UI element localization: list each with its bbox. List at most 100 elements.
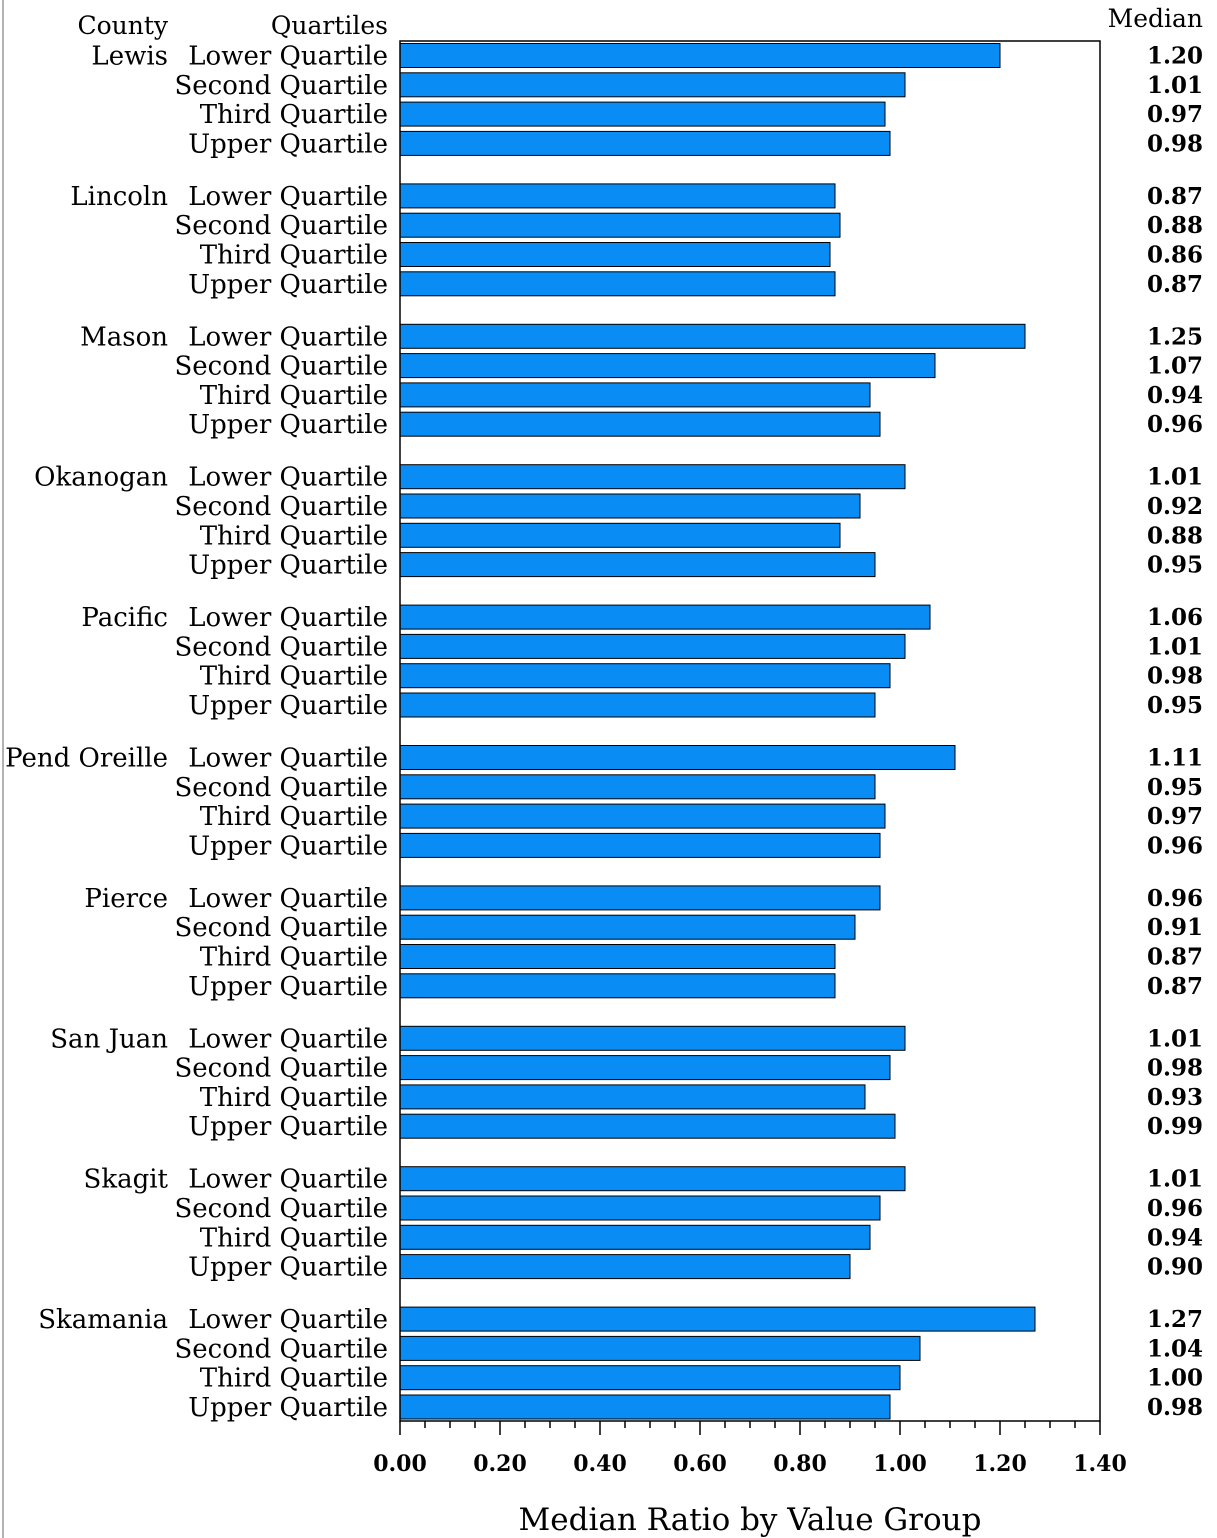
quartile-label: Second Quartile (174, 913, 388, 943)
county-label: Pacific (81, 603, 168, 633)
quartile-label: Second Quartile (174, 1194, 388, 1224)
median-value-label: 1.06 (1147, 604, 1203, 631)
median-value-label: 0.99 (1147, 1113, 1203, 1140)
median-value-label: 0.98 (1147, 1394, 1203, 1421)
county-label: Lincoln (70, 182, 168, 212)
bar (399, 522, 841, 548)
median-value-label: 0.87 (1147, 973, 1203, 1000)
median-value-label: 0.96 (1147, 885, 1203, 912)
quartile-label: Second Quartile (174, 492, 388, 522)
x-tick-label: 0.60 (673, 1451, 727, 1477)
x-tick-label: 0.80 (773, 1451, 827, 1477)
bar (399, 1166, 906, 1192)
x-tick-label: 0.20 (473, 1451, 527, 1477)
bar (399, 1084, 866, 1110)
median-value-label: 0.86 (1147, 242, 1203, 269)
bar (399, 43, 1001, 68)
quartile-label: Second Quartile (174, 1334, 388, 1364)
median-value-label: 0.98 (1147, 130, 1203, 157)
quartile-label: Lower Quartile (188, 463, 388, 493)
median-column-header: Median (1108, 4, 1203, 33)
county-label: Lewis (91, 42, 168, 72)
county-label: Skagit (84, 1165, 169, 1195)
bar (399, 1335, 921, 1361)
x-tick-label: 1.00 (873, 1451, 927, 1477)
median-value-label: 1.25 (1147, 323, 1203, 350)
bar (399, 803, 886, 829)
quartiles-column-header: Quartiles (271, 11, 388, 40)
bar (399, 745, 956, 770)
bar (399, 944, 836, 969)
median-value-label: 1.07 (1147, 353, 1203, 380)
median-value-label: 0.96 (1147, 1195, 1203, 1222)
median-value-label: 0.97 (1147, 101, 1203, 128)
bar (399, 1025, 906, 1051)
median-value-label: 1.01 (1147, 633, 1203, 660)
quartile-label: Third Quartile (200, 1083, 388, 1113)
median-value-label: 0.87 (1147, 183, 1203, 210)
quartile-label: Second Quartile (174, 773, 388, 803)
median-value-label: 1.01 (1147, 1166, 1203, 1193)
median-value-label: 0.93 (1147, 1084, 1203, 1111)
bar (399, 464, 906, 490)
bars-layer (399, 43, 1036, 1420)
quartile-label: Second Quartile (174, 632, 388, 662)
county-label: San Juan (50, 1024, 168, 1054)
quartile-label: Lower Quartile (188, 744, 388, 774)
quartile-label: Lower Quartile (188, 884, 388, 914)
quartile-label: Lower Quartile (188, 42, 388, 72)
median-value-label: 0.97 (1147, 803, 1203, 830)
bar (399, 493, 861, 519)
median-value-label: 0.88 (1147, 212, 1203, 239)
quartile-label: Third Quartile (200, 241, 388, 271)
bar (399, 1224, 871, 1250)
median-value-label: 1.01 (1147, 1025, 1203, 1052)
x-axis-label: Median Ratio by Value Group (519, 1502, 982, 1538)
median-value-label: 0.88 (1147, 522, 1203, 549)
county-label: Skamania (38, 1305, 168, 1335)
county-label: Okanogan (34, 463, 168, 493)
quartile-label: Third Quartile (200, 521, 388, 551)
bar (399, 1195, 881, 1221)
bar (399, 914, 856, 940)
quartile-label: Second Quartile (174, 1054, 388, 1084)
median-value-label: 1.27 (1147, 1306, 1203, 1333)
quartile-label: Lower Quartile (188, 322, 388, 352)
bar (399, 1394, 891, 1420)
x-axis: 0.00 0.20 0.40 0.60 0.80 1.00 1.20 1.40 (373, 1421, 1127, 1477)
bar (399, 663, 891, 689)
median-value-label: 0.96 (1147, 832, 1203, 859)
quartile-label: Upper Quartile (188, 1253, 388, 1283)
quartile-label: Lower Quartile (188, 1165, 388, 1195)
bar (399, 1254, 851, 1280)
county-label: Pierce (84, 884, 168, 914)
bar (399, 1113, 896, 1139)
quartile-label: Upper Quartile (188, 129, 388, 159)
bar (399, 832, 881, 858)
quartile-label: Lower Quartile (188, 603, 388, 633)
median-value-label: 0.87 (1147, 944, 1203, 971)
bar (399, 382, 871, 408)
bar (399, 242, 831, 267)
bar (399, 774, 876, 800)
quartile-label: Third Quartile (200, 1223, 388, 1253)
bar (399, 353, 936, 379)
quartile-label: Third Quartile (200, 943, 388, 973)
median-value-label: 0.90 (1147, 1254, 1203, 1281)
quartile-label: Third Quartile (200, 1364, 388, 1394)
county-label: Mason (80, 322, 168, 352)
median-value-label: 0.95 (1147, 552, 1203, 579)
median-value-label: 0.98 (1147, 1055, 1203, 1082)
bar (399, 411, 881, 437)
bar (399, 212, 841, 238)
quartile-label: Upper Quartile (188, 270, 388, 300)
quartile-label: Upper Quartile (188, 410, 388, 440)
bar (399, 130, 891, 156)
median-value-label: 1.00 (1147, 1365, 1203, 1392)
x-tick-label: 1.40 (1073, 1451, 1127, 1477)
median-value-label: 0.94 (1147, 382, 1203, 409)
median-value-label: 0.94 (1147, 1224, 1203, 1251)
median-value-label: 1.20 (1147, 43, 1203, 70)
median-value-label: 1.04 (1147, 1335, 1203, 1362)
quartile-label: Upper Quartile (188, 691, 388, 721)
